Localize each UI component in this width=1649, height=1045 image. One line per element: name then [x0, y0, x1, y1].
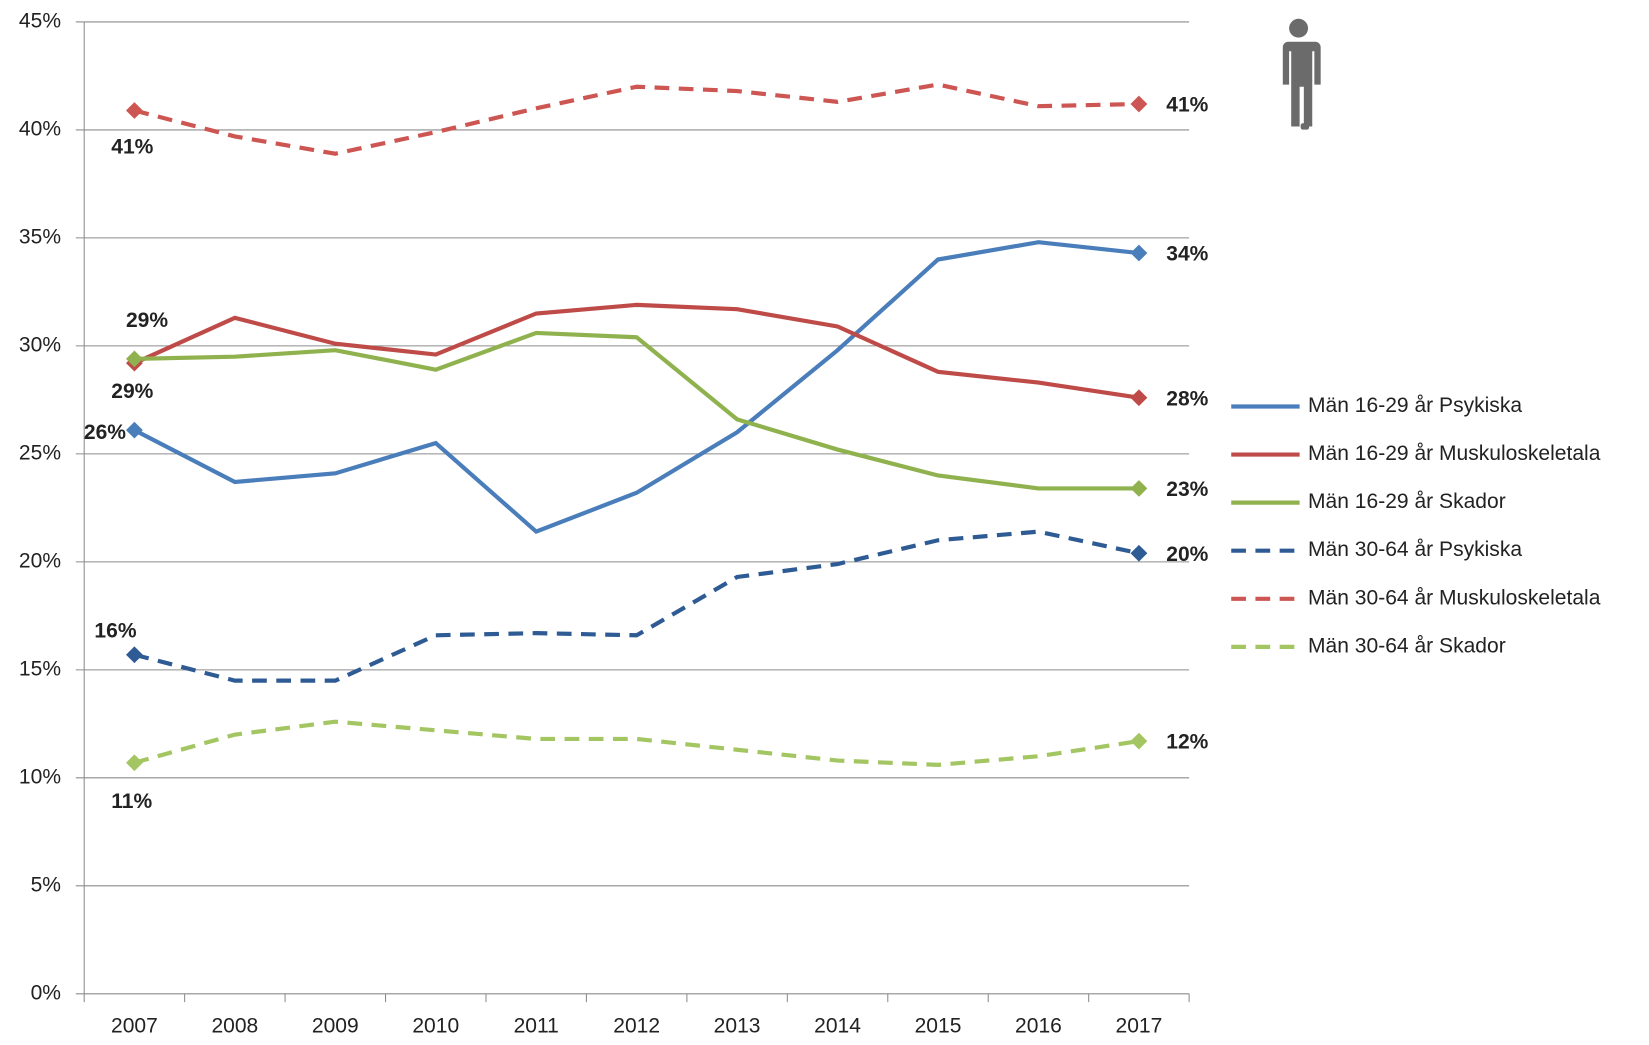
y-tick-label: 0%: [31, 981, 61, 1004]
marker: [1130, 732, 1148, 750]
x-tick-label: 2007: [111, 1015, 158, 1038]
series-line: [133, 719, 1140, 767]
legend-label: Män 30-64 år Skador: [1308, 634, 1506, 657]
x-tick-label: 2017: [1115, 1015, 1162, 1038]
data-label: 26%: [84, 421, 126, 444]
marker: [125, 421, 143, 439]
data-label: 41%: [1166, 94, 1208, 117]
series-line: [133, 240, 1140, 535]
series-line: [133, 302, 1140, 400]
marker: [125, 102, 143, 119]
series-line: [133, 82, 1139, 156]
y-tick-label: 10%: [19, 765, 61, 788]
data-label: 34%: [1166, 243, 1208, 266]
legend-label: Män 16-29 år Psykiska: [1308, 394, 1522, 417]
series-line: [134, 330, 1139, 491]
legend-label: Män 16-29 år Skador: [1308, 490, 1506, 513]
person-icon: [1281, 18, 1321, 130]
x-tick-label: 2016: [1015, 1015, 1062, 1038]
data-label: 11%: [111, 790, 152, 813]
series-line: [133, 529, 1140, 683]
marker: [1130, 389, 1148, 407]
x-tick-label: 2008: [211, 1015, 258, 1038]
marker: [125, 646, 143, 664]
y-tick-label: 15%: [19, 657, 61, 680]
x-tick-label: 2015: [915, 1015, 962, 1038]
x-tick-label: 2012: [613, 1015, 660, 1038]
legend-label: Män 30-64 år Psykiska: [1308, 538, 1522, 561]
legend-label: Män 16-29 år Muskuloskeletala: [1308, 442, 1601, 465]
x-tick-label: 2010: [412, 1015, 459, 1038]
marker: [1130, 480, 1148, 497]
data-label: 16%: [94, 619, 136, 642]
legend-label: Män 30-64 år Muskuloskeletala: [1308, 586, 1601, 609]
data-label: 23%: [1166, 478, 1208, 501]
data-label: 41%: [111, 136, 153, 159]
marker: [1130, 244, 1148, 262]
y-tick-label: 30%: [19, 333, 61, 356]
x-tick-label: 2014: [814, 1015, 861, 1038]
data-label: 28%: [1166, 387, 1208, 410]
marker: [1130, 95, 1148, 113]
y-tick-label: 35%: [19, 226, 61, 249]
marker: [1130, 544, 1148, 562]
x-tick-label: 2009: [312, 1015, 359, 1038]
x-tick-label: 2013: [714, 1015, 761, 1038]
data-label: 12%: [1166, 731, 1208, 754]
y-tick-label: 5%: [31, 873, 61, 896]
marker: [125, 754, 143, 772]
data-label: 29%: [111, 380, 153, 403]
y-tick-label: 40%: [19, 118, 61, 141]
y-tick-label: 45%: [19, 10, 61, 33]
data-label: 20%: [1166, 543, 1208, 566]
x-tick-label: 2011: [514, 1015, 559, 1038]
y-tick-label: 25%: [19, 441, 61, 464]
data-label: 29%: [126, 309, 168, 332]
y-tick-label: 20%: [19, 549, 61, 572]
